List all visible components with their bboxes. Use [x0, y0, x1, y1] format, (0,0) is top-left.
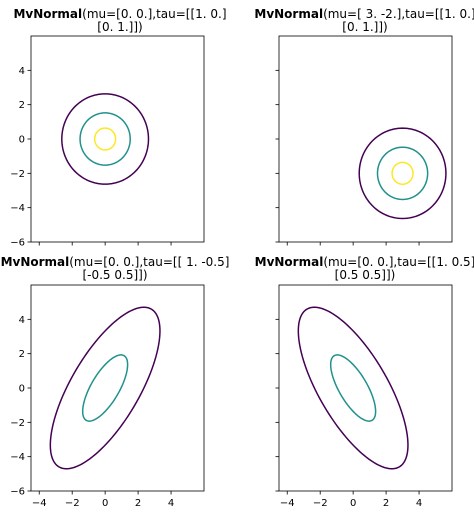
x-tick-label: 0: [350, 498, 356, 509]
contour-outer: [358, 127, 447, 220]
subplot-title-line2: [0.5 0.5]]): [335, 268, 396, 282]
y-tick-label: 2: [19, 100, 25, 111]
title-bold-part: MvNormal: [13, 7, 82, 21]
x-tick-label: 2: [135, 498, 141, 509]
title-bold-part: MvNormal: [1, 255, 70, 269]
contour-outer: [297, 306, 409, 470]
y-tick-label: 4: [19, 315, 25, 326]
subplot-title: MvNormal(mu=[0. 0.],tau=[[1. 0.]: [13, 7, 226, 21]
subplot-title: MvNormal(mu=[0. 0.],tau=[[1. 0.5]: [255, 255, 474, 269]
subplot-1: MvNormal(mu=[0. 0.],tau=[[1. 0.][0. 1.]]…: [10, 7, 226, 249]
x-tick-label: 4: [168, 498, 174, 509]
title-params-part: (mu=[0. 0.],tau=[[ 1. -0.5]: [69, 255, 229, 269]
title-params-part: (mu=[0. 0.],tau=[[1. 0.]: [82, 7, 226, 21]
title-bold-part: MvNormal: [254, 7, 323, 21]
y-tick-label: −2: [10, 169, 25, 180]
axes-frame: [30, 35, 205, 243]
title-params-part: (mu=[0. 0.],tau=[[1. 0.5]: [323, 255, 474, 269]
contour-group: [49, 306, 161, 470]
x-tick-label: 4: [416, 498, 422, 509]
subplot-3: MvNormal(mu=[0. 0.],tau=[[ 1. -0.5][-0.5…: [1, 255, 230, 509]
contour-middle: [376, 146, 429, 201]
subplot-title: MvNormal(mu=[ 3. -2.],tau=[[1. 0.]: [254, 7, 474, 21]
contour-outer: [49, 306, 161, 470]
contour-outer: [61, 93, 150, 185]
contour-group: [61, 93, 150, 185]
y-tick-label: 2: [19, 349, 25, 360]
y-tick-label: 0: [19, 384, 25, 395]
y-tick-label: 0: [19, 135, 25, 146]
contour-middle: [329, 354, 377, 422]
y-tick-label: −4: [10, 203, 25, 214]
contour-middle: [79, 112, 131, 166]
axes-frame: [30, 284, 205, 492]
y-tick-label: −4: [10, 452, 25, 463]
contour-inner: [391, 161, 414, 186]
x-tick-label: −4: [280, 498, 295, 509]
x-tick-label: −2: [313, 498, 328, 509]
x-tick-label: −2: [65, 498, 80, 509]
y-tick-label: −2: [10, 418, 25, 429]
subplot-title: MvNormal(mu=[0. 0.],tau=[[ 1. -0.5]: [1, 255, 230, 269]
y-tick-label: 4: [19, 66, 25, 77]
subplot-2: MvNormal(mu=[ 3. -2.],tau=[[1. 0.][0. 1.…: [254, 7, 474, 246]
axes-frame: [278, 284, 453, 492]
x-tick-label: −4: [32, 498, 47, 509]
x-tick-label: 2: [383, 498, 389, 509]
contour-inner: [93, 127, 117, 151]
subplot-title-line2: [-0.5 0.5]]): [82, 268, 147, 282]
x-tick-label: 0: [102, 498, 108, 509]
subplot-title-line2: [0. 1.]]): [97, 20, 142, 34]
subplot-title-line2: [0. 1.]]): [342, 20, 387, 34]
y-tick-label: −6: [10, 487, 25, 498]
contour-group: [358, 127, 447, 220]
subplot-4: MvNormal(mu=[0. 0.],tau=[[1. 0.5][0.5 0.…: [255, 255, 474, 509]
contour-middle: [81, 354, 129, 422]
title-bold-part: MvNormal: [255, 255, 324, 269]
title-params-part: (mu=[ 3. -2.],tau=[[1. 0.]: [323, 7, 474, 21]
y-tick-label: −6: [10, 238, 25, 249]
contour-group: [297, 306, 409, 470]
